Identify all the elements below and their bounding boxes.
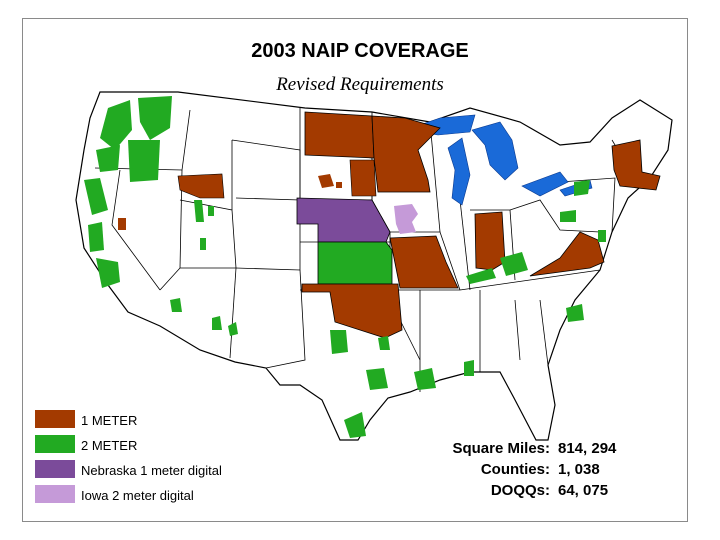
two-meter-coverage	[84, 96, 606, 438]
north-dakota-region	[304, 111, 375, 159]
missouri-region	[389, 235, 459, 289]
kansas-region	[317, 241, 393, 285]
indiana-region	[474, 211, 506, 271]
idaho-region	[177, 173, 225, 199]
legend-item-2-meter: 2 METER	[35, 435, 295, 460]
stat-square-miles-label: Square Miles:	[452, 440, 550, 457]
legend-label-1-meter: 1 METER	[81, 413, 138, 428]
stat-counties-label: Counties:	[480, 461, 550, 478]
legend-label-iowa: Iowa 2 meter digital	[81, 488, 194, 503]
stat-square-miles: Square Miles: 814, 294	[420, 440, 616, 461]
legend-item-1-meter: 1 METER	[35, 410, 295, 435]
stat-doqqs-value: 64, 075	[558, 482, 609, 499]
legend-swatch-2-meter	[35, 435, 75, 453]
legend-swatch-nebraska	[35, 460, 75, 478]
map-subtitle: Revised Requirements	[276, 74, 444, 95]
legend-swatch-iowa	[35, 485, 75, 503]
south-dakota-east-region	[349, 159, 377, 197]
stat-counties-value: 1, 038	[558, 461, 600, 478]
stat-doqqs: DOQQs: 64, 075	[420, 482, 616, 503]
iowa-region	[394, 204, 418, 234]
legend: 1 METER 2 METER Nebraska 1 meter digital…	[35, 410, 295, 510]
legend-item-nebraska: Nebraska 1 meter digital	[35, 460, 295, 485]
south-dakota-spot-2	[336, 182, 342, 188]
legend-item-iowa: Iowa 2 meter digital	[35, 485, 295, 510]
california-spot	[118, 218, 126, 230]
legend-label-nebraska: Nebraska 1 meter digital	[81, 463, 222, 478]
minnesota-region	[371, 115, 441, 193]
map-title: 2003 NAIP COVERAGE	[251, 40, 469, 62]
stat-square-miles-value: 814, 294	[558, 440, 617, 457]
stat-doqqs-label: DOQQs:	[490, 482, 550, 499]
coverage-stats: Square Miles: 814, 294 Counties: 1, 038 DO…	[420, 440, 616, 503]
oklahoma-region	[301, 283, 403, 339]
legend-label-2-meter: 2 METER	[81, 438, 138, 453]
legend-swatch-1-meter	[35, 410, 75, 428]
stat-counties: Counties: 1, 038	[420, 461, 616, 482]
south-dakota-spot-1	[318, 174, 334, 188]
new-england-region	[611, 139, 661, 191]
